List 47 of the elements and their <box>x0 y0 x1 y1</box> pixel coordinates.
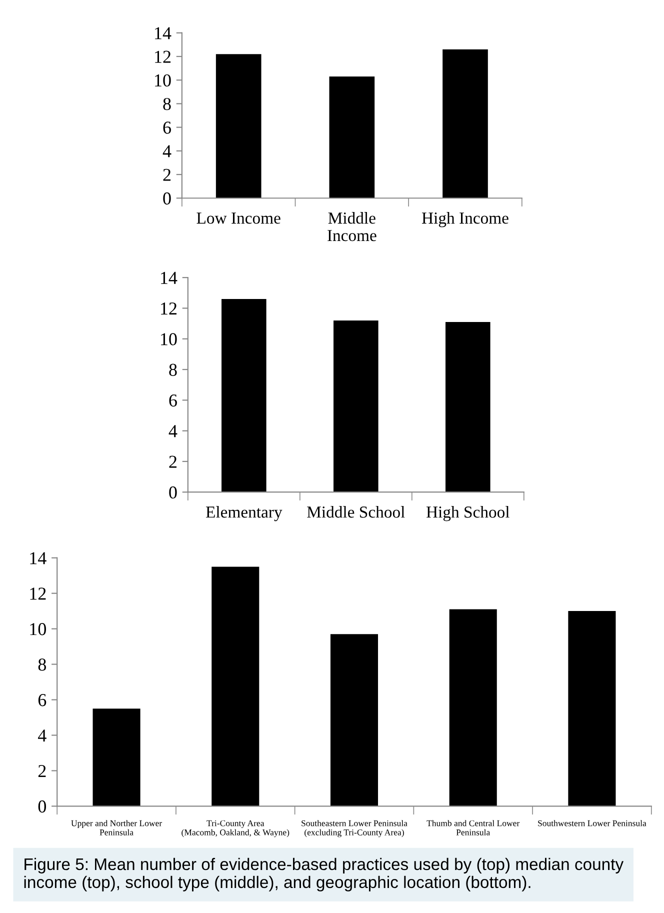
y-tick-label: 8 <box>169 364 177 376</box>
x-tick-label: Middle Income <box>328 212 376 242</box>
y-tick-label: 14 <box>161 272 178 284</box>
y-tick-label: 0 <box>169 486 177 499</box>
x-tick-label: Upper and Norther Lower Peninsula <box>71 820 162 836</box>
y-tick-label: 0 <box>163 192 171 205</box>
y-tick-label: 12 <box>161 302 176 314</box>
y-tick-label: 4 <box>168 425 178 438</box>
bar <box>92 708 140 806</box>
y-tick-label: 6 <box>38 694 46 706</box>
x-tick-label: Tri-County Area (Macomb, Oakland, & Wayne) <box>182 820 290 838</box>
y-tick-label: 12 <box>155 50 171 63</box>
bar <box>216 54 262 198</box>
y-tick-label: 10 <box>161 333 177 346</box>
x-tick-label: Middle School <box>307 506 405 518</box>
y-tick-label: 2 <box>163 168 171 181</box>
x-tick-label: Thumb and Central Lower Peninsula <box>426 820 520 836</box>
y-tick-label: 10 <box>30 623 46 636</box>
x-tick-label: Southwestern Lower Peninsula <box>538 820 646 826</box>
bar <box>329 76 375 198</box>
bar <box>212 566 260 806</box>
bar <box>334 320 378 492</box>
y-tick-label: 8 <box>38 658 46 671</box>
bar <box>568 611 616 806</box>
x-tick-label: Southeastern Lower Peninsula (excluding Tri-County Area) <box>302 820 408 838</box>
bar <box>330 634 378 806</box>
y-tick-label: 8 <box>163 98 171 110</box>
x-tick-label: High Income <box>422 212 508 228</box>
bar <box>446 322 490 492</box>
x-tick-label: Elementary <box>206 506 282 522</box>
y-tick-label: 2 <box>38 765 46 777</box>
y-tick-label: 4 <box>162 145 172 158</box>
y-tick-label: 14 <box>155 27 172 40</box>
y-tick-label: 12 <box>30 588 46 600</box>
y-tick-label: 6 <box>163 122 171 134</box>
bar <box>449 609 497 806</box>
y-tick-label: 6 <box>169 394 177 407</box>
bar <box>442 49 488 198</box>
caption: Figure 5: Mean number of evidence-based practices used by (top) median county income (top), school type (middle), and geographic location (bottom). <box>24 858 624 892</box>
y-tick-label: 0 <box>38 800 46 813</box>
bar <box>222 299 266 492</box>
x-tick-label: High School <box>426 506 510 522</box>
y-tick-label: 4 <box>38 730 46 742</box>
y-tick-label: 2 <box>169 456 176 468</box>
y-tick-label: 10 <box>155 74 171 87</box>
x-tick-label: Low Income <box>196 212 280 224</box>
y-tick-label: 14 <box>30 552 46 564</box>
